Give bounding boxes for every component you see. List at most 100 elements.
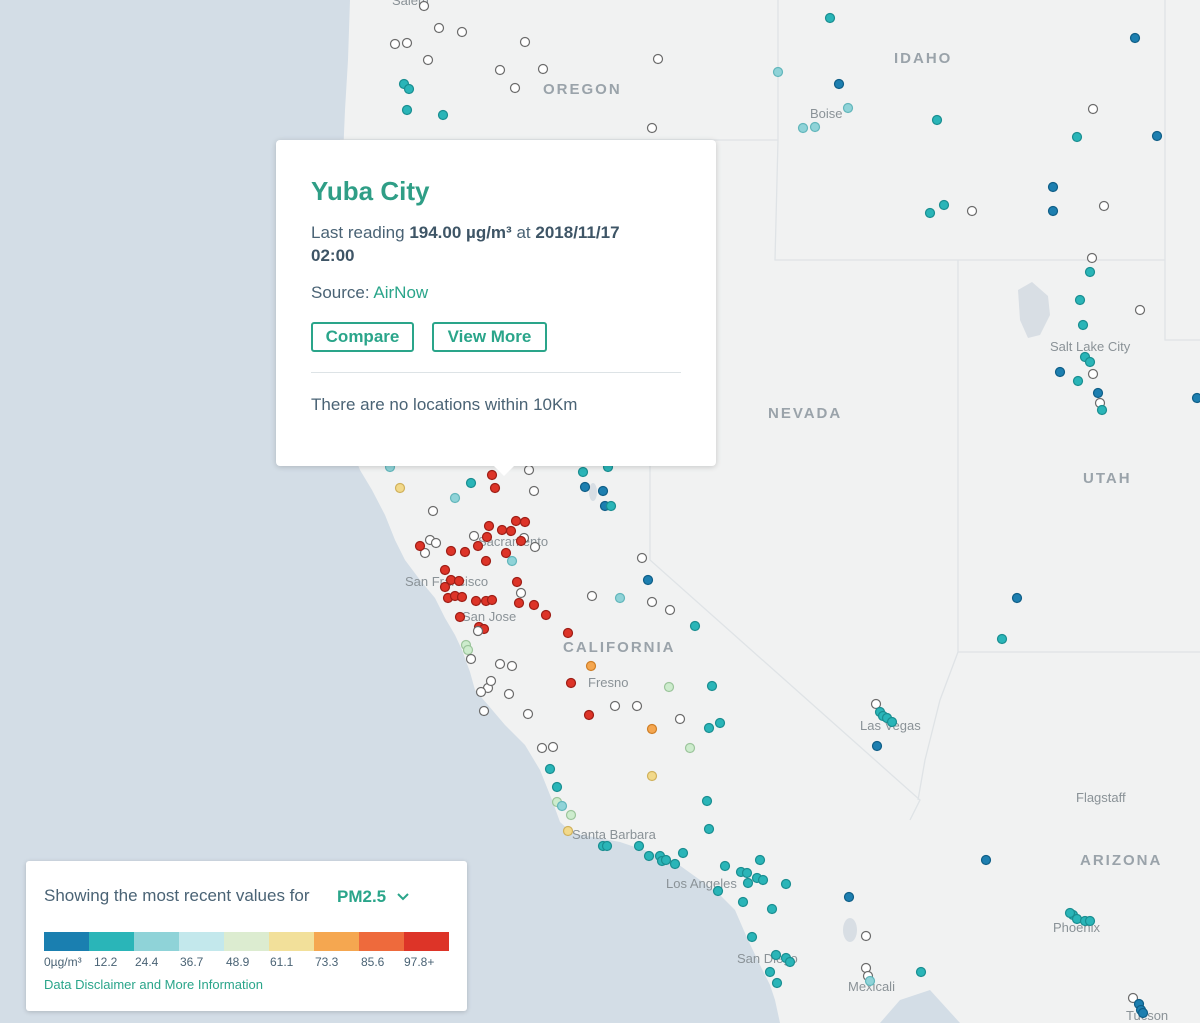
station-marker[interactable] (1087, 368, 1099, 380)
station-marker[interactable] (1086, 252, 1098, 264)
station-marker[interactable] (418, 0, 430, 12)
view-more-button[interactable]: View More (432, 322, 547, 352)
station-marker[interactable] (468, 530, 480, 542)
station-marker[interactable] (389, 38, 401, 50)
station-marker[interactable] (824, 12, 836, 24)
station-markers[interactable] (384, 0, 1200, 1019)
station-marker[interactable] (601, 840, 613, 852)
station-marker[interactable] (741, 867, 753, 879)
station-marker[interactable] (439, 564, 451, 576)
station-marker[interactable] (556, 800, 568, 812)
station-marker[interactable] (754, 854, 766, 866)
chevron-down-icon[interactable] (396, 890, 410, 904)
station-marker[interactable] (1092, 387, 1104, 399)
station-marker[interactable] (519, 36, 531, 48)
station-marker[interactable] (1129, 32, 1141, 44)
station-marker[interactable] (646, 770, 658, 782)
station-marker[interactable] (462, 644, 474, 656)
station-marker[interactable] (701, 795, 713, 807)
station-marker[interactable] (506, 555, 518, 567)
station-marker[interactable] (485, 675, 497, 687)
station-marker[interactable] (481, 531, 493, 543)
station-marker[interactable] (871, 740, 883, 752)
station-marker[interactable] (643, 850, 655, 862)
station-marker[interactable] (677, 847, 689, 859)
station-marker[interactable] (454, 611, 466, 623)
station-marker[interactable] (1098, 200, 1110, 212)
station-marker[interactable] (414, 540, 426, 552)
station-marker[interactable] (712, 885, 724, 897)
station-marker[interactable] (537, 63, 549, 75)
station-marker[interactable] (565, 677, 577, 689)
station-marker[interactable] (1084, 356, 1096, 368)
station-marker[interactable] (1047, 181, 1059, 193)
station-marker[interactable] (633, 840, 645, 852)
station-marker[interactable] (784, 956, 796, 968)
station-marker[interactable] (449, 492, 461, 504)
station-marker[interactable] (509, 82, 521, 94)
station-marker[interactable] (1127, 992, 1139, 1004)
station-marker[interactable] (614, 592, 626, 604)
station-marker[interactable] (486, 594, 498, 606)
station-marker[interactable] (646, 596, 658, 608)
station-marker[interactable] (1151, 130, 1163, 142)
station-marker[interactable] (1191, 392, 1200, 404)
station-marker[interactable] (478, 705, 490, 717)
station-marker[interactable] (780, 878, 792, 890)
station-marker[interactable] (938, 199, 950, 211)
station-marker[interactable] (472, 625, 484, 637)
station-marker[interactable] (966, 205, 978, 217)
station-marker[interactable] (714, 717, 726, 729)
station-marker[interactable] (489, 482, 501, 494)
station-marker[interactable] (579, 481, 591, 493)
station-marker[interactable] (536, 742, 548, 754)
station-marker[interactable] (422, 54, 434, 66)
station-marker[interactable] (583, 709, 595, 721)
station-marker[interactable] (475, 686, 487, 698)
station-marker[interactable] (494, 64, 506, 76)
station-marker[interactable] (1084, 266, 1096, 278)
station-marker[interactable] (663, 681, 675, 693)
station-marker[interactable] (757, 874, 769, 886)
station-marker[interactable] (551, 781, 563, 793)
station-marker[interactable] (523, 464, 535, 476)
station-marker[interactable] (472, 540, 484, 552)
source-link[interactable]: AirNow (373, 283, 429, 302)
station-marker[interactable] (864, 975, 876, 987)
station-marker[interactable] (746, 931, 758, 943)
station-marker[interactable] (585, 660, 597, 672)
station-marker[interactable] (456, 26, 468, 38)
station-marker[interactable] (528, 599, 540, 611)
station-marker[interactable] (669, 858, 681, 870)
station-marker[interactable] (764, 966, 776, 978)
station-marker[interactable] (660, 854, 672, 866)
station-marker[interactable] (511, 576, 523, 588)
data-disclaimer-link[interactable]: Data Disclaimer and More Information (44, 977, 263, 992)
station-marker[interactable] (456, 591, 468, 603)
station-marker[interactable] (642, 574, 654, 586)
station-marker[interactable] (547, 741, 559, 753)
station-marker[interactable] (742, 877, 754, 889)
station-marker[interactable] (771, 977, 783, 989)
station-marker[interactable] (522, 708, 534, 720)
station-marker[interactable] (562, 825, 574, 837)
station-marker[interactable] (833, 78, 845, 90)
station-marker[interactable] (519, 516, 531, 528)
station-marker[interactable] (483, 520, 495, 532)
station-marker[interactable] (1134, 304, 1146, 316)
station-marker[interactable] (459, 546, 471, 558)
station-marker[interactable] (772, 66, 784, 78)
station-marker[interactable] (453, 575, 465, 587)
station-marker[interactable] (1072, 375, 1084, 387)
station-marker[interactable] (1064, 907, 1076, 919)
station-marker[interactable] (1011, 592, 1023, 604)
station-marker[interactable] (1054, 366, 1066, 378)
station-marker[interactable] (513, 597, 525, 609)
station-marker[interactable] (515, 535, 527, 547)
station-marker[interactable] (1071, 131, 1083, 143)
station-marker[interactable] (515, 587, 527, 599)
station-marker[interactable] (1084, 915, 1096, 927)
station-marker[interactable] (1096, 404, 1108, 416)
station-marker[interactable] (1087, 103, 1099, 115)
station-marker[interactable] (770, 949, 782, 961)
